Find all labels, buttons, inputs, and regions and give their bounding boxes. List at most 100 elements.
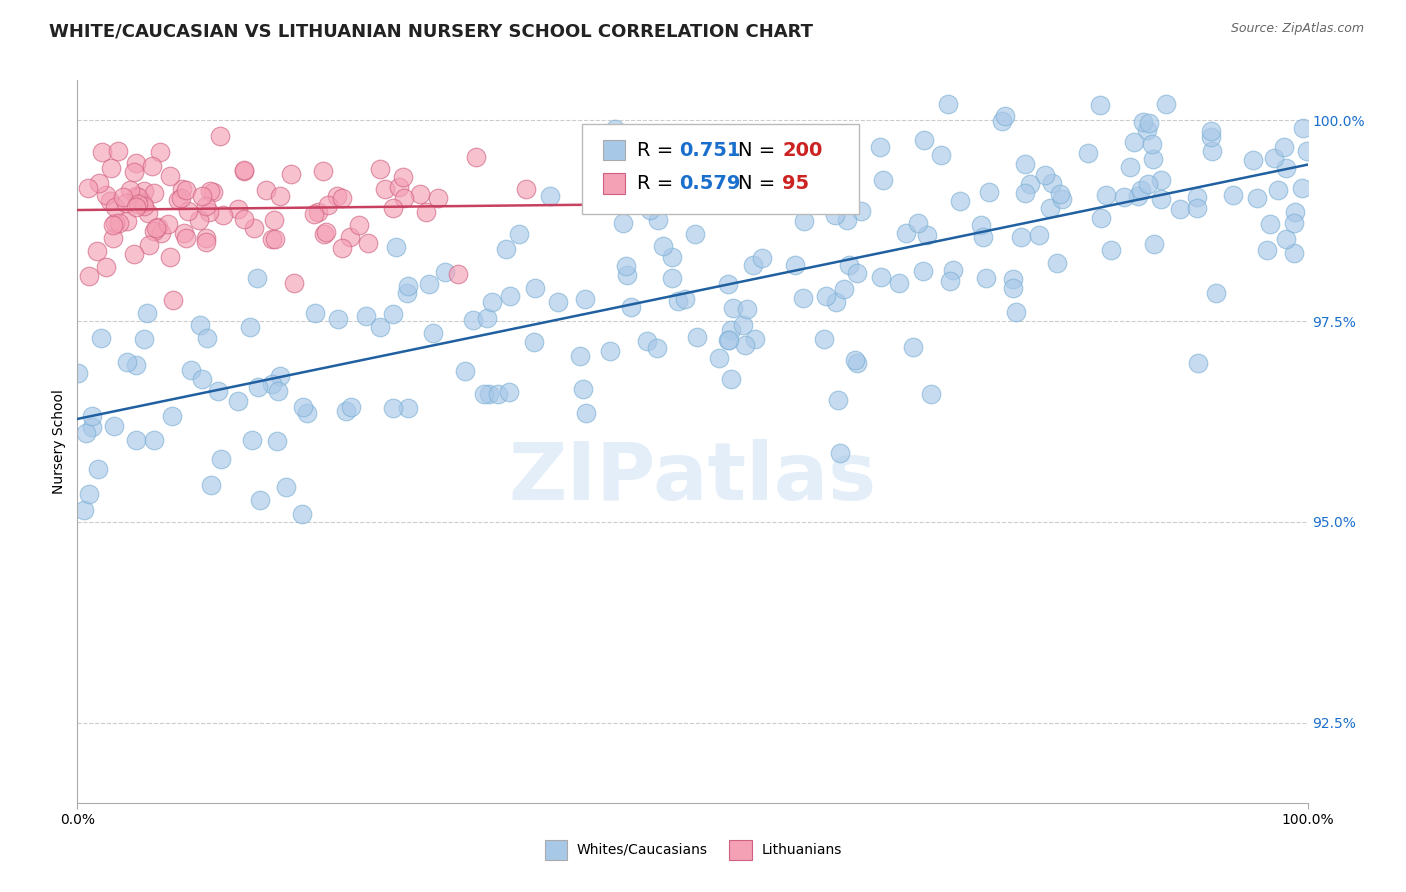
Point: [524, 281, 547, 295]
Point: [166, 193, 188, 207]
Text: R =: R =: [637, 174, 679, 193]
Point: [100, 161, 122, 176]
Point: [138, 238, 160, 252]
Point: [330, 191, 353, 205]
Point: [1040, 176, 1063, 190]
Point: [683, 227, 706, 241]
Point: [226, 394, 249, 409]
Point: [339, 230, 361, 244]
Point: [723, 301, 745, 316]
Bar: [603, 140, 624, 161]
Point: [912, 133, 935, 147]
Point: [177, 204, 200, 219]
Point: [605, 122, 627, 136]
Text: N =: N =: [738, 174, 787, 193]
Point: [568, 349, 591, 363]
Point: [666, 294, 689, 309]
Bar: [730, 839, 752, 860]
Point: [195, 231, 218, 245]
Point: [939, 274, 962, 288]
Point: [1284, 217, 1306, 231]
Text: R =: R =: [637, 141, 679, 160]
Point: [194, 199, 217, 213]
Point: [844, 352, 866, 367]
Point: [242, 220, 264, 235]
Point: [887, 276, 910, 290]
Point: [156, 217, 179, 231]
Point: [124, 433, 146, 447]
Point: [994, 110, 1017, 124]
Point: [233, 163, 256, 178]
Point: [929, 148, 952, 162]
Point: [793, 213, 815, 227]
Point: [267, 384, 290, 399]
Point: [1168, 202, 1191, 217]
Point: [834, 282, 856, 296]
Point: [79, 269, 101, 284]
Point: [207, 384, 229, 398]
Point: [260, 376, 283, 391]
Point: [304, 306, 326, 320]
Point: [90, 331, 112, 345]
Point: [1222, 188, 1244, 202]
Point: [1049, 186, 1071, 201]
Point: [122, 247, 145, 261]
Point: [620, 300, 643, 314]
Point: [188, 213, 211, 227]
Point: [415, 204, 437, 219]
Point: [948, 194, 970, 208]
Point: [1292, 121, 1315, 136]
Point: [228, 202, 250, 217]
Point: [1050, 192, 1073, 206]
Point: [87, 462, 110, 476]
Point: [1256, 244, 1278, 258]
Point: [499, 289, 522, 303]
Point: [1205, 285, 1227, 300]
Point: [1001, 272, 1024, 286]
Point: [172, 182, 194, 196]
Point: [538, 189, 561, 203]
Point: [1039, 202, 1062, 216]
Point: [107, 144, 129, 158]
Point: [149, 145, 172, 159]
Point: [276, 480, 298, 494]
Point: [1142, 152, 1164, 166]
Point: [515, 182, 537, 196]
Point: [1267, 183, 1289, 197]
Point: [86, 244, 108, 259]
Point: [1132, 115, 1154, 129]
Point: [409, 187, 432, 202]
Point: [1291, 180, 1313, 194]
Point: [120, 183, 142, 197]
Point: [176, 183, 198, 197]
Point: [108, 216, 131, 230]
Point: [1282, 246, 1305, 260]
Point: [720, 323, 742, 337]
Point: [127, 197, 149, 211]
Point: [142, 434, 165, 448]
Point: [936, 97, 959, 112]
Point: [418, 277, 440, 292]
Point: [94, 260, 117, 275]
Point: [495, 242, 517, 256]
Point: [269, 369, 291, 384]
Point: [616, 268, 638, 282]
Point: [209, 452, 232, 467]
Point: [481, 295, 503, 310]
Point: [475, 311, 498, 326]
Point: [80, 420, 103, 434]
Point: [427, 192, 450, 206]
Y-axis label: Nursery School: Nursery School: [52, 389, 66, 494]
Text: 0.579: 0.579: [679, 174, 741, 193]
Point: [837, 212, 859, 227]
Point: [1119, 160, 1142, 174]
Point: [82, 409, 104, 424]
Point: [162, 409, 184, 424]
Point: [1014, 156, 1036, 170]
Point: [1033, 169, 1056, 183]
Point: [1014, 186, 1036, 201]
Point: [1004, 304, 1026, 318]
Point: [523, 334, 546, 349]
Point: [335, 403, 357, 417]
Point: [472, 386, 495, 401]
